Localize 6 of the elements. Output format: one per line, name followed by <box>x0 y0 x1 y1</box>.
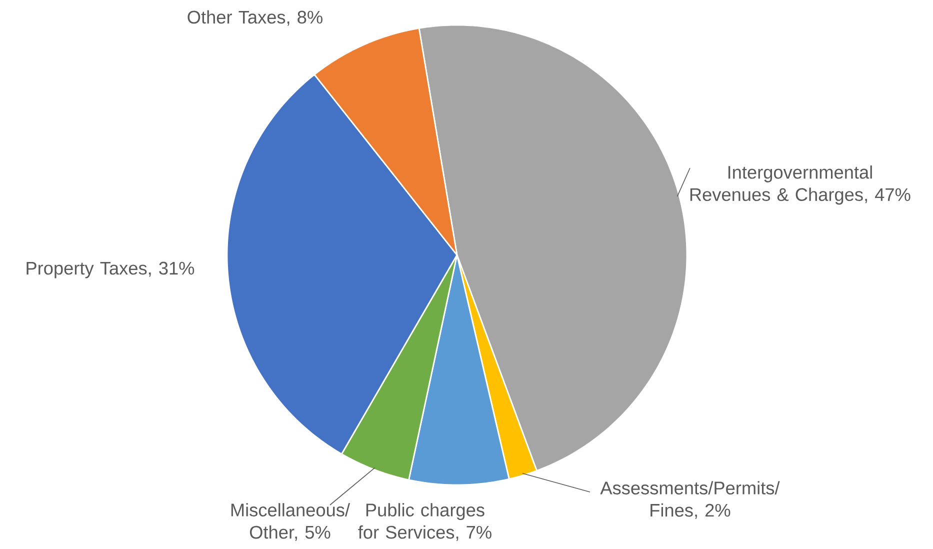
slice-label: Miscellaneous/ Other, 5% <box>231 503 350 541</box>
slice-label: Assessments/Permits/ Fines, 2% <box>600 481 780 519</box>
slice-label: Public charges for Services, 7% <box>358 503 492 541</box>
slice-label: Other Taxes, 8% <box>188 10 322 26</box>
slice-label: Intergovernmental Revenues & Charges, 47% <box>690 165 910 205</box>
slice-label: Property Taxes, 31% <box>26 262 194 278</box>
